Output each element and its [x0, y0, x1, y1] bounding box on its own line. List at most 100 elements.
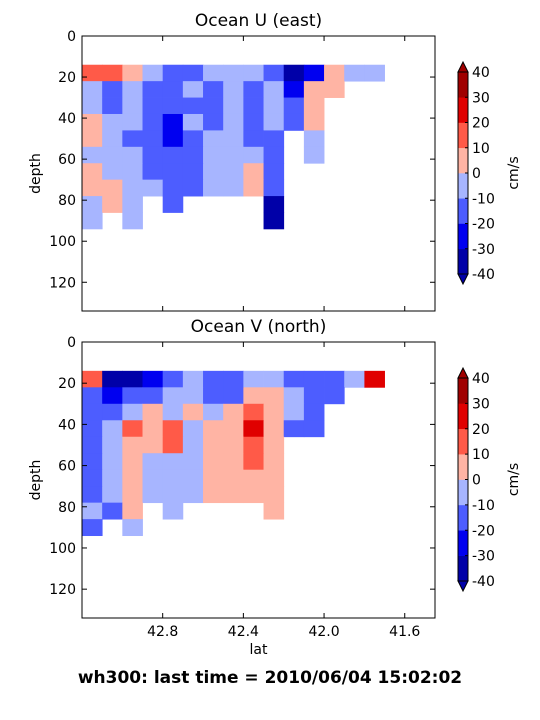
- x-tick-label: 41.6: [389, 624, 420, 640]
- contour-cell: [102, 146, 123, 164]
- contour-cell: [182, 387, 204, 405]
- contour-cell: [324, 387, 345, 405]
- colorbar-band: [458, 378, 468, 404]
- contour-cell: [263, 146, 285, 164]
- contour-cell: [82, 420, 103, 438]
- contour-cell: [142, 436, 164, 454]
- contour-cell: [162, 403, 184, 421]
- contour-cell: [182, 163, 204, 181]
- contour-cell: [203, 486, 224, 504]
- colorbar-tick-label: -30: [472, 242, 495, 258]
- contour-cell: [82, 370, 103, 388]
- contour-cell: [223, 420, 244, 438]
- colorbar-tick-label: -30: [472, 549, 495, 565]
- y-tick-label: 0: [67, 29, 76, 45]
- colorbar-tick-label: 40: [472, 371, 490, 387]
- contour-cell: [303, 420, 325, 438]
- contour-cell: [324, 64, 345, 82]
- y-tick-label: 80: [58, 193, 76, 209]
- contour-cell: [142, 146, 164, 164]
- y-tick-label: 60: [58, 459, 76, 475]
- x-tick-label: 42.8: [147, 624, 178, 640]
- contour-cell: [102, 179, 123, 197]
- contour-cell: [203, 403, 224, 421]
- contour-cell: [122, 486, 143, 504]
- contour-cell: [162, 163, 184, 181]
- contour-cell: [122, 196, 143, 213]
- contour-cell: [263, 469, 285, 487]
- contour-cell: [122, 179, 143, 197]
- colorbar-tick-label: 10: [472, 141, 490, 157]
- contour-cell: [102, 64, 123, 82]
- colorbar-label: cm/s: [506, 156, 522, 189]
- contour-cell: [344, 370, 365, 388]
- contour-cell: [142, 113, 164, 131]
- contour-cell: [203, 469, 224, 487]
- colorbar-band: [458, 97, 468, 123]
- contour-cell: [142, 179, 164, 197]
- contour-cell: [223, 163, 244, 181]
- contour-cell: [283, 97, 305, 115]
- contour-cell: [203, 130, 224, 148]
- contour-cell: [263, 387, 285, 405]
- contour-cell: [243, 130, 264, 148]
- contour-cell: [82, 146, 103, 164]
- contour-cell: [102, 97, 123, 115]
- colorbar-band: [458, 122, 468, 149]
- contour-cell: [203, 436, 224, 454]
- y-tick-label: 100: [49, 234, 76, 250]
- contour-cell: [324, 81, 345, 98]
- contour-cell: [263, 420, 285, 438]
- contour-cell: [203, 146, 224, 164]
- contour-cell: [243, 163, 264, 181]
- colorbar-tick-label: -20: [472, 523, 495, 539]
- contour-cell: [82, 64, 103, 82]
- colorbar-band: [458, 72, 468, 98]
- contour-cell: [203, 64, 224, 82]
- contour-cell: [142, 370, 164, 388]
- contour-cell: [82, 403, 103, 421]
- contour-cell: [162, 370, 184, 388]
- contour-cell: [263, 81, 285, 98]
- contour-cell: [182, 130, 204, 148]
- contour-cell: [122, 436, 143, 454]
- x-tick-label: 42.0: [308, 624, 339, 640]
- panel-title: Ocean U (east): [195, 11, 322, 31]
- contour-cell: [162, 179, 184, 197]
- contour-cell: [162, 453, 184, 471]
- contour-cell: [283, 370, 305, 388]
- contour-cell: [203, 179, 224, 197]
- y-tick-label: 40: [58, 111, 76, 127]
- y-tick-label: 20: [58, 376, 76, 392]
- contour-cell: [263, 502, 285, 520]
- contour-cell: [122, 130, 143, 148]
- contour-cell: [263, 179, 285, 197]
- y-tick-label: 100: [49, 541, 76, 557]
- contour-cell: [162, 64, 184, 82]
- contour-cell: [142, 387, 164, 405]
- contour-cell: [122, 81, 143, 98]
- contour-cell: [122, 469, 143, 487]
- colorbar-extend: [457, 580, 469, 593]
- contour-cell: [142, 469, 164, 487]
- contour-cell: [243, 113, 264, 131]
- colorbar-tick-label: 20: [472, 116, 490, 132]
- y-tick-label: 120: [49, 582, 76, 598]
- contour-cell: [122, 420, 143, 438]
- contour-cell: [102, 113, 123, 131]
- contour-cell: [162, 420, 184, 438]
- contour-cell: [82, 196, 103, 213]
- contour-cell: [182, 486, 204, 504]
- contour-cell: [243, 486, 264, 504]
- contour-cell: [82, 502, 103, 520]
- contour-cell: [303, 370, 325, 388]
- colorbar-band: [458, 530, 468, 556]
- contour-cell: [303, 97, 325, 115]
- contour-cell: [122, 113, 143, 131]
- contour-cell: [243, 146, 264, 164]
- contour-cell: [142, 453, 164, 471]
- contour-cell: [223, 179, 244, 197]
- colorbar-tick-label: -10: [472, 191, 495, 207]
- contour-cell: [182, 469, 204, 487]
- contour-cell: [82, 81, 103, 98]
